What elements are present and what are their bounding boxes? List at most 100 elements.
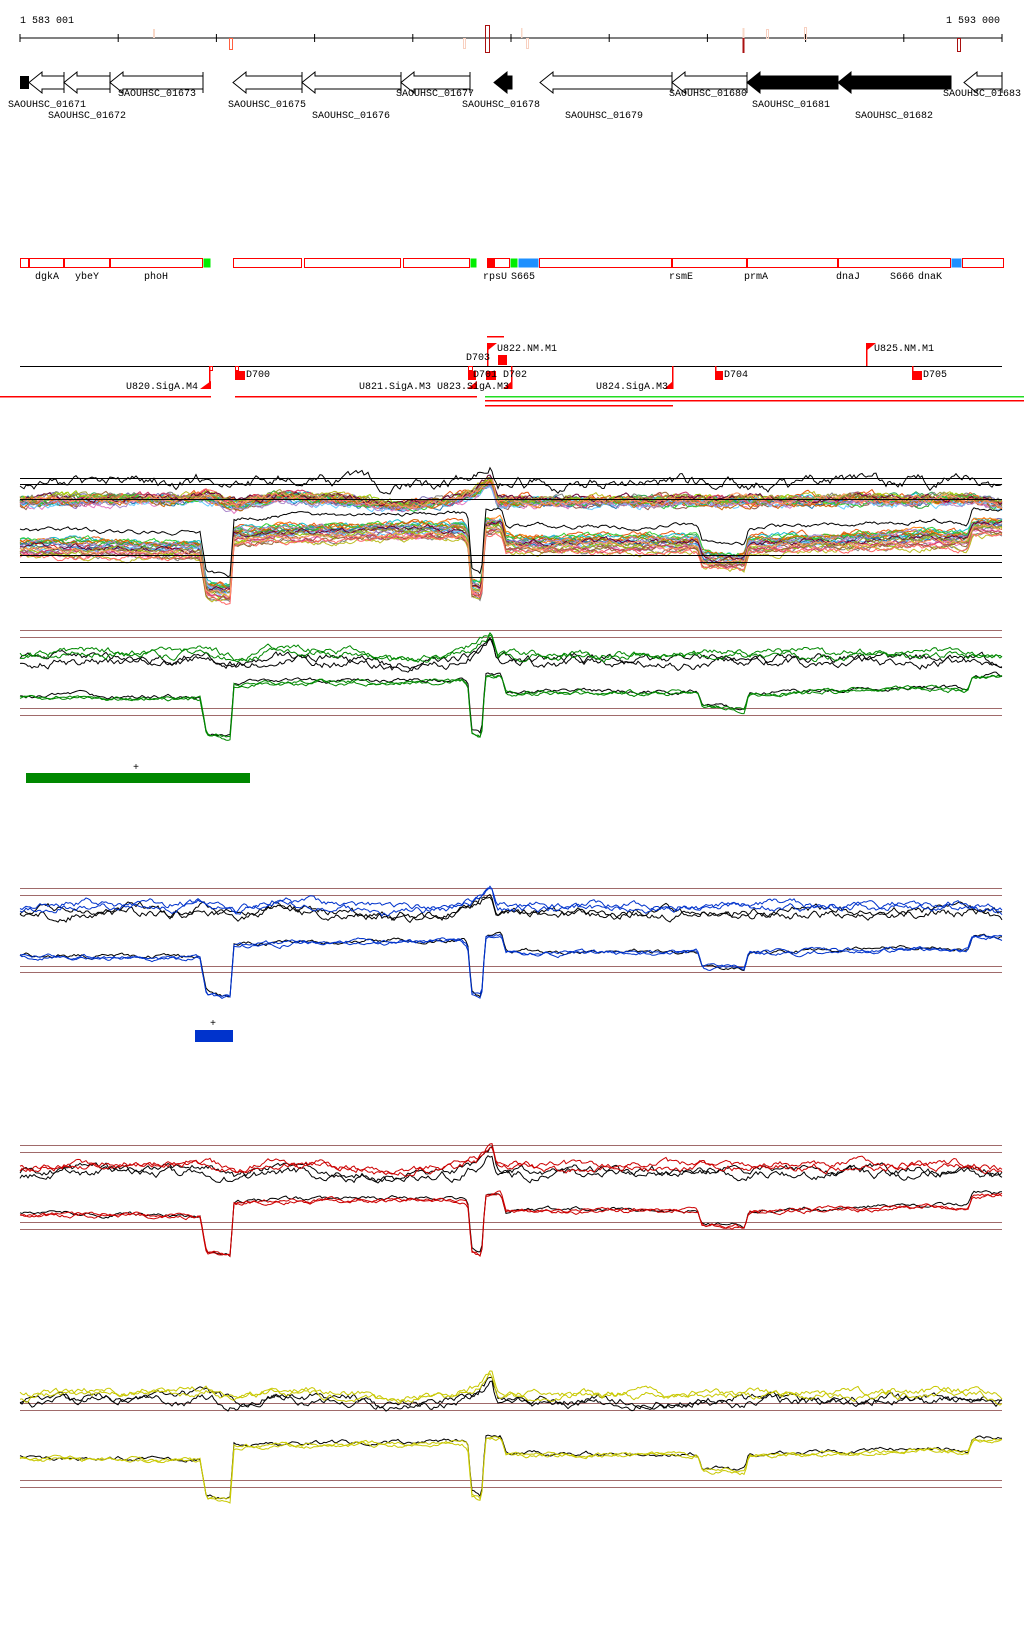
feature-block[interactable] <box>64 258 110 268</box>
gene-arrow[interactable] <box>746 70 839 95</box>
gene-arrow[interactable] <box>539 70 673 95</box>
gene-arrow[interactable] <box>493 70 513 95</box>
feature-block[interactable] <box>487 258 494 268</box>
control-trace-upper <box>19 1146 1003 1183</box>
feature-block[interactable] <box>494 258 510 268</box>
feature-block[interactable] <box>518 258 539 268</box>
gene-arrow[interactable] <box>63 70 111 95</box>
gene-saouhsc_01679[interactable]: SAOUHSC_01679 <box>539 70 673 122</box>
terminator-box <box>235 366 239 371</box>
gene-label: SAOUHSC_01676 <box>312 111 390 122</box>
control-trace-upper <box>19 893 1003 924</box>
expression-panel-all-conditions <box>19 466 1003 606</box>
gene-saouhsc_01673[interactable]: SAOUHSC_01673 <box>109 70 204 100</box>
segment-bar[interactable] <box>195 1030 233 1042</box>
feature-label: S665 <box>511 272 535 283</box>
terminator-icon[interactable] <box>912 371 922 380</box>
gene-saouhsc_01678[interactable]: SAOUHSC_01678 <box>462 70 540 111</box>
feature-block[interactable] <box>29 258 64 268</box>
annotation-label: U824.SigA.M3 <box>596 381 668 393</box>
feature-block[interactable] <box>304 258 401 268</box>
feature-block[interactable] <box>962 258 1004 268</box>
gene-saouhsc_01675[interactable]: SAOUHSC_01675 <box>228 70 306 111</box>
condition-trace-lower <box>19 531 1003 606</box>
gene-saouhsc_01680[interactable]: SAOUHSC_01680 <box>669 70 748 100</box>
promoter-flag-icon[interactable] <box>487 343 497 351</box>
condition-trace-lower <box>19 1436 1003 1500</box>
feature-block[interactable] <box>233 258 302 268</box>
promoter-flag-icon[interactable] <box>866 343 876 351</box>
terminator-icon[interactable] <box>486 371 496 380</box>
annotation-label: D700 <box>246 370 270 381</box>
gene-fragment[interactable] <box>20 76 29 89</box>
ruler-marker <box>957 38 961 52</box>
feature-block[interactable] <box>203 258 211 268</box>
gene-label: SAOUHSC_01682 <box>855 111 933 122</box>
region-line <box>485 400 1024 402</box>
promoter-line <box>511 366 513 389</box>
terminator-icon[interactable] <box>498 355 507 365</box>
condition-trace-upper <box>19 477 1003 509</box>
promoter-line <box>209 366 211 389</box>
promoter-flag-icon[interactable] <box>467 381 477 389</box>
promoter-flag-icon[interactable] <box>200 381 211 389</box>
control-trace-lower <box>20 671 1003 737</box>
feature-block[interactable] <box>470 258 477 268</box>
condition-trace-lower <box>19 933 1003 999</box>
condition-trace-upper <box>19 486 1003 513</box>
gene-saouhsc_01676[interactable]: SAOUHSC_01676 <box>301 70 402 122</box>
terminator-icon[interactable] <box>235 371 245 380</box>
annotation-label: D703 <box>466 353 490 364</box>
feature-block[interactable] <box>838 258 951 268</box>
promoter-line <box>866 343 868 366</box>
control-trace-upper <box>19 1155 1003 1184</box>
feature-block[interactable] <box>539 258 672 268</box>
gene-saouhsc_01681[interactable]: SAOUHSC_01681 <box>746 70 839 111</box>
feature-block[interactable] <box>20 258 29 268</box>
annotation-label: U820.SigA.M4 <box>126 381 198 393</box>
feature-block[interactable] <box>510 258 518 268</box>
annotation-label: D701 <box>473 370 497 381</box>
ruler-marker <box>463 38 466 49</box>
gene-saouhsc_01677[interactable]: SAOUHSC_01677 <box>396 70 474 100</box>
gene-arrow[interactable] <box>28 70 65 95</box>
gene-label: SAOUHSC_01680 <box>669 89 747 100</box>
terminator-icon[interactable] <box>468 371 476 380</box>
expression-panel-green <box>19 630 1003 741</box>
feature-track: dgkA ybeY phoH rpsU S665 rsmE prmA dnaJ … <box>20 258 1004 283</box>
region-line <box>235 396 477 398</box>
promoter-flag-icon[interactable] <box>503 381 512 389</box>
feature-block[interactable] <box>110 258 203 268</box>
feature-block[interactable] <box>951 258 962 268</box>
control-trace-lower <box>19 931 1003 998</box>
feature-block[interactable] <box>747 258 838 268</box>
ruler-marker <box>153 29 155 38</box>
terminator-icon[interactable] <box>715 371 723 380</box>
condition-trace-upper <box>19 1146 1003 1176</box>
ruler-ticks <box>19 34 1003 42</box>
annotation-label: U822.NM.M1 <box>497 344 557 355</box>
feature-block[interactable] <box>403 258 470 268</box>
gene-arrow[interactable] <box>301 70 402 95</box>
segment-blue[interactable]: + <box>195 1019 233 1042</box>
control-trace-upper <box>19 637 1003 673</box>
annotation-label: U821.SigA.M3 <box>359 381 431 393</box>
ruler-marker <box>229 38 233 50</box>
feature-block[interactable] <box>672 258 747 268</box>
ruler-end-label: 1 593 000 <box>946 16 1000 27</box>
segment-bar[interactable] <box>26 773 250 783</box>
gene-saouhsc_01682[interactable]: SAOUHSC_01682 <box>837 70 952 122</box>
ruler-marker <box>804 27 807 40</box>
gene-arrow[interactable] <box>232 70 303 95</box>
promoter-flag-icon[interactable] <box>664 381 673 389</box>
control-trace-lower <box>19 1434 1002 1500</box>
segment-plus-label: + <box>210 1019 216 1030</box>
gene-arrow[interactable] <box>837 70 952 95</box>
ruler-marker <box>742 28 745 38</box>
feature-label: rpsU <box>483 272 507 283</box>
segment-green[interactable]: + <box>26 763 250 783</box>
annotation-label: D702 <box>503 370 527 381</box>
gene-saouhsc_01683[interactable]: SAOUHSC_01683 <box>943 70 1021 100</box>
